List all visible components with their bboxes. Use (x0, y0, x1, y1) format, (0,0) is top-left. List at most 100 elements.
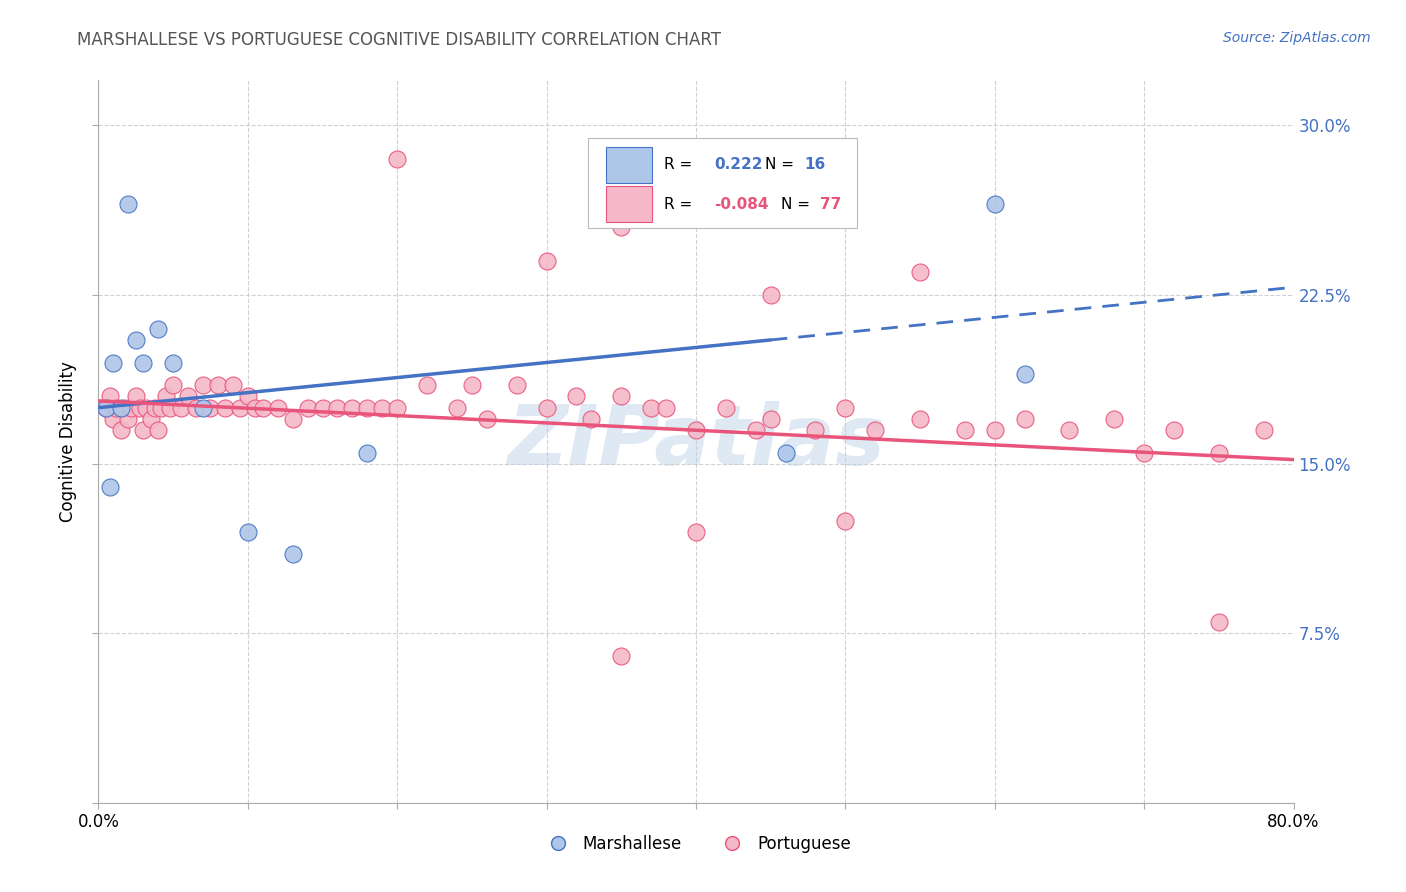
Point (536, 253, 558, 268)
Text: Source: ZipAtlas.com: Source: ZipAtlas.com (1223, 31, 1371, 45)
Point (129, 401, 152, 415)
Point (125, 389, 148, 403)
Point (135, 401, 157, 415)
Point (1208, 615, 1230, 630)
Point (148, 423, 170, 437)
Text: R =: R = (664, 196, 692, 211)
Point (385, 153, 409, 167)
Point (94, 401, 117, 415)
Point (610, 220, 633, 235)
Point (908, 265, 931, 279)
Point (162, 355, 184, 369)
Point (1133, 446, 1156, 460)
Point (191, 401, 214, 415)
Point (1014, 367, 1036, 381)
Point (953, 423, 976, 437)
Point (125, 333, 148, 347)
Point (155, 389, 177, 403)
Point (1059, 423, 1081, 437)
Legend: Marshallese, Portuguese: Marshallese, Portuguese (534, 828, 858, 860)
Point (416, 378, 439, 392)
Point (222, 378, 245, 392)
Point (461, 378, 484, 392)
Point (169, 401, 191, 415)
Point (252, 401, 274, 415)
Point (610, 389, 633, 403)
Point (865, 423, 887, 437)
Point (150, 401, 173, 415)
Point (184, 401, 207, 415)
Point (110, 401, 132, 415)
Point (326, 401, 349, 415)
Text: N =: N = (765, 158, 794, 172)
FancyBboxPatch shape (589, 138, 858, 228)
Point (342, 401, 364, 415)
Point (655, 401, 678, 415)
Point (148, 321, 170, 335)
Point (132, 355, 155, 369)
Point (610, 648, 633, 663)
Text: 16: 16 (804, 158, 825, 172)
Point (236, 389, 259, 403)
FancyBboxPatch shape (606, 147, 652, 183)
Point (143, 401, 166, 415)
Point (581, 412, 603, 426)
Text: -0.084: -0.084 (714, 196, 769, 211)
Point (1253, 423, 1275, 437)
FancyBboxPatch shape (606, 186, 652, 222)
Point (132, 423, 155, 437)
Point (236, 524, 259, 539)
Point (759, 412, 782, 426)
Point (191, 378, 214, 392)
Point (475, 412, 498, 426)
Point (98, 389, 122, 403)
Text: 77: 77 (820, 196, 842, 211)
Point (229, 401, 252, 415)
Point (120, 401, 142, 415)
Point (98, 480, 122, 494)
Point (1104, 412, 1126, 426)
Point (834, 514, 856, 528)
Point (162, 378, 184, 392)
Point (200, 401, 222, 415)
Point (297, 401, 319, 415)
Text: ZIPatlas: ZIPatlas (508, 401, 884, 482)
Point (371, 401, 394, 415)
Point (385, 401, 409, 415)
Point (685, 524, 707, 539)
Point (281, 548, 304, 562)
Text: N =: N = (780, 196, 810, 211)
Point (804, 423, 827, 437)
Text: 0.222: 0.222 (714, 158, 762, 172)
Y-axis label: Cognitive Disability: Cognitive Disability (59, 361, 77, 522)
Point (139, 412, 162, 426)
Point (984, 197, 1007, 211)
Point (759, 287, 782, 301)
Point (356, 401, 378, 415)
Point (177, 389, 200, 403)
Point (245, 401, 267, 415)
Point (775, 446, 797, 460)
Point (117, 197, 139, 211)
Point (1014, 412, 1036, 426)
Point (565, 389, 588, 403)
Point (94, 401, 117, 415)
Point (105, 401, 128, 415)
Point (640, 401, 662, 415)
Point (834, 401, 856, 415)
Point (159, 401, 181, 415)
Point (1163, 423, 1185, 437)
Point (103, 355, 125, 369)
Point (117, 412, 139, 426)
Point (110, 423, 132, 437)
Point (103, 412, 125, 426)
Point (281, 412, 304, 426)
Point (267, 401, 290, 415)
Point (685, 423, 707, 437)
Point (536, 401, 558, 415)
Text: MARSHALLESE VS PORTUGUESE COGNITIVE DISABILITY CORRELATION CHART: MARSHALLESE VS PORTUGUESE COGNITIVE DISA… (77, 31, 721, 49)
Point (745, 423, 768, 437)
Point (908, 412, 931, 426)
Point (446, 401, 468, 415)
Point (207, 378, 229, 392)
